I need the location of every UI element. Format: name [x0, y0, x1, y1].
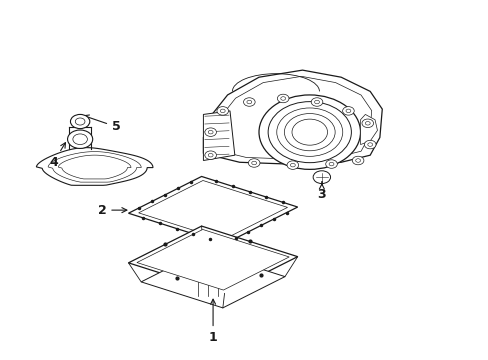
Polygon shape — [137, 229, 288, 290]
Circle shape — [312, 171, 330, 184]
Circle shape — [70, 114, 90, 129]
Circle shape — [75, 118, 85, 125]
Polygon shape — [58, 155, 131, 179]
Polygon shape — [203, 111, 234, 161]
Text: 3: 3 — [317, 184, 325, 201]
Polygon shape — [128, 176, 297, 244]
Circle shape — [217, 107, 228, 115]
Text: 2: 2 — [97, 204, 126, 217]
Circle shape — [310, 98, 322, 106]
Text: 1: 1 — [208, 299, 217, 344]
Circle shape — [73, 134, 87, 145]
Circle shape — [364, 140, 375, 149]
Circle shape — [220, 109, 224, 113]
Polygon shape — [214, 76, 371, 159]
Text: 4: 4 — [49, 143, 65, 169]
Circle shape — [342, 107, 353, 115]
Circle shape — [248, 159, 260, 167]
Circle shape — [259, 95, 360, 169]
Circle shape — [346, 109, 350, 113]
Polygon shape — [138, 180, 287, 240]
Polygon shape — [360, 114, 377, 145]
Polygon shape — [48, 152, 141, 182]
Circle shape — [208, 153, 213, 157]
Circle shape — [291, 119, 327, 145]
Circle shape — [267, 102, 351, 163]
Circle shape — [365, 122, 369, 125]
Circle shape — [328, 162, 333, 166]
Circle shape — [290, 163, 295, 167]
Circle shape — [351, 156, 363, 165]
Polygon shape — [36, 148, 153, 185]
Circle shape — [355, 159, 360, 162]
Circle shape — [246, 100, 251, 104]
Circle shape — [208, 130, 213, 134]
Circle shape — [280, 97, 285, 100]
Circle shape — [243, 98, 255, 106]
Circle shape — [325, 160, 337, 168]
Polygon shape — [203, 70, 382, 164]
Circle shape — [284, 113, 334, 151]
Circle shape — [204, 151, 216, 159]
Polygon shape — [141, 251, 285, 308]
Circle shape — [286, 161, 298, 169]
Polygon shape — [128, 226, 297, 293]
Circle shape — [67, 130, 93, 148]
Circle shape — [314, 100, 319, 104]
Circle shape — [251, 161, 256, 165]
Circle shape — [276, 108, 342, 156]
Circle shape — [277, 94, 288, 103]
Circle shape — [361, 119, 373, 127]
Circle shape — [367, 143, 372, 146]
Circle shape — [204, 128, 216, 136]
Text: 5: 5 — [84, 115, 121, 133]
